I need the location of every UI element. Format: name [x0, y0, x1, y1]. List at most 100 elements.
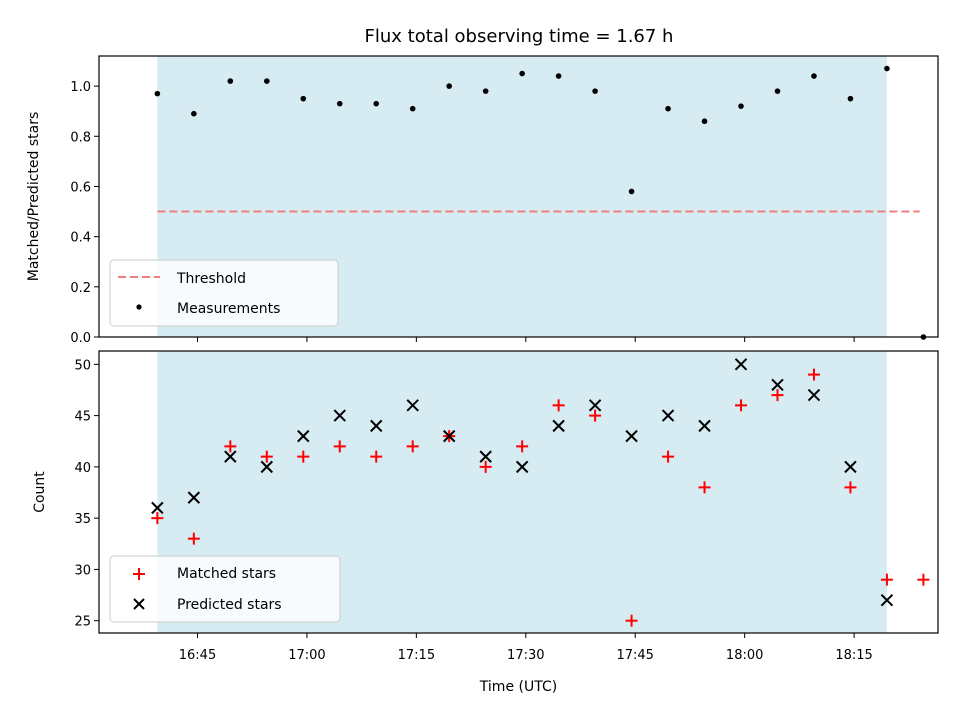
threshold-legend-label: Threshold: [176, 271, 246, 287]
bottom-x-tick-label: 18:15: [835, 648, 872, 663]
matched-legend-swatch: [133, 568, 145, 580]
predicted-star-point: [698, 419, 711, 433]
bottom-axes-frame: [98, 350, 939, 634]
measurement-point: [665, 105, 671, 112]
measurement-point: [738, 103, 744, 109]
predicted-star-point: [187, 491, 201, 504]
matched-star-point: [516, 440, 529, 453]
matched-star-point: [151, 512, 164, 525]
predicted-star-point: [406, 399, 419, 412]
measurement-point: [811, 73, 817, 79]
predicted-legend-label: Predicted stars: [177, 597, 282, 613]
bottom-x-tick-label: 18:00: [726, 648, 763, 663]
top-y-axis-label: Matched/Predicted stars: [26, 112, 42, 282]
matched-star-point: [260, 450, 273, 463]
predicted-star-points: [151, 358, 894, 607]
measurement-point: [373, 100, 380, 107]
matched-star-point: [552, 399, 565, 412]
matched-star-point: [880, 573, 893, 586]
top-y-tick-label: 0.8: [70, 130, 91, 145]
bottom-y-tick-label: 30: [74, 563, 91, 578]
bottom-y-tick-label: 25: [74, 615, 91, 630]
bottom-y-axis-label: Count: [32, 471, 48, 513]
measurement-point: [701, 118, 708, 125]
matched-star-point: [333, 440, 346, 453]
matched-legend-label: Matched stars: [177, 566, 276, 582]
predicted-star-point: [370, 419, 383, 433]
matched-star-point: [406, 440, 419, 453]
top-y-tick-label: 0.6: [70, 180, 91, 195]
matched-star-point: [589, 409, 602, 422]
measurements-legend-swatch: [136, 304, 142, 310]
matched-star-point: [625, 614, 638, 627]
matched-star-point: [662, 450, 675, 463]
measurement-point: [300, 95, 307, 102]
predicted-star-point: [625, 429, 638, 443]
predicted-star-point: [479, 450, 492, 463]
predicted-star-point: [734, 358, 748, 371]
bottom-x-tick-label: 16:45: [179, 648, 216, 663]
bottom-x-tick-label: 17:15: [398, 648, 435, 663]
top-axes-frame: [98, 55, 939, 338]
matched-star-point: [297, 450, 310, 463]
count-panel: 25 30 35 40 45 50 16:45 17:00 17:15 17:30 17:45 18…: [32, 350, 939, 695]
measurement-point: [446, 83, 452, 89]
measurement-point: [884, 65, 890, 72]
predicted-star-point: [442, 429, 456, 443]
measurement-point: [847, 95, 854, 102]
x-axis-label: Time (UTC): [479, 679, 557, 695]
bottom-y-tick-label: 40: [74, 461, 91, 476]
matched-star-point: [735, 399, 748, 412]
predicted-star-point: [661, 409, 675, 422]
predicted-star-point: [771, 378, 784, 392]
top-y-ticks: 0.0 0.2 0.4 0.6 0.8 1.0: [70, 80, 99, 346]
predicted-star-point: [515, 460, 529, 474]
matched-star-point: [917, 573, 930, 586]
matched-star-point: [844, 481, 857, 494]
matched-star-points: [151, 368, 930, 627]
matched-star-point: [771, 389, 784, 402]
measurements-legend-label: Measurements: [177, 301, 280, 317]
predicted-star-point: [297, 429, 310, 443]
top-y-tick-label: 0.4: [70, 231, 91, 246]
bottom-y-tick-label: 35: [74, 512, 91, 527]
bottom-y-tick-label: 45: [74, 410, 91, 425]
measurement-point: [336, 100, 343, 107]
top-y-tick-label: 0.0: [70, 331, 91, 346]
bottom-legend: Matched stars Predicted stars: [109, 555, 341, 623]
predicted-star-point: [260, 460, 274, 474]
matched-star-point: [807, 368, 820, 381]
bottom-x-tick-label: 17:45: [616, 648, 653, 663]
predicted-star-point: [224, 450, 237, 463]
matched-star-point: [479, 460, 492, 473]
measurement-point: [592, 88, 598, 94]
measurement-point: [409, 105, 416, 112]
bottom-legend-box: [109, 555, 341, 623]
measurement-point: [154, 90, 161, 97]
measurement-point: [519, 70, 525, 77]
predicted-star-point: [552, 419, 565, 433]
measurement-point: [264, 78, 270, 84]
measurement-point: [482, 88, 489, 94]
bottom-y-tick-label: 50: [74, 358, 91, 373]
predicted-star-point: [807, 388, 821, 402]
predicted-star-point: [880, 593, 894, 607]
top-legend: Threshold Measurements: [109, 259, 339, 327]
matched-star-point: [698, 481, 711, 494]
measurement-point: [227, 78, 234, 84]
predicted-star-point: [844, 460, 857, 474]
predicted-legend-swatch: [133, 598, 145, 610]
top-x-ticks: [196, 337, 855, 342]
bottom-y-ticks: 25 30 35 40 45 50: [74, 358, 99, 630]
bottom-x-tick-label: 17:30: [507, 648, 544, 663]
predicted-star-point: [333, 409, 346, 422]
top-legend-box: [109, 259, 339, 327]
ratio-panel: 0.0 0.2 0.4 0.6 0.8 1.0 Matched/Predicted sta…: [26, 55, 939, 346]
bottom-x-tick-label: 17:00: [288, 648, 325, 663]
bottom-x-ticks: 16:45 17:00 17:15 17:30 17:45 18:00 18:15: [179, 633, 873, 663]
measurement-point: [628, 188, 635, 195]
predicted-star-point: [588, 399, 602, 412]
top-y-tick-label: 0.2: [70, 281, 91, 296]
matched-star-point: [187, 532, 200, 545]
